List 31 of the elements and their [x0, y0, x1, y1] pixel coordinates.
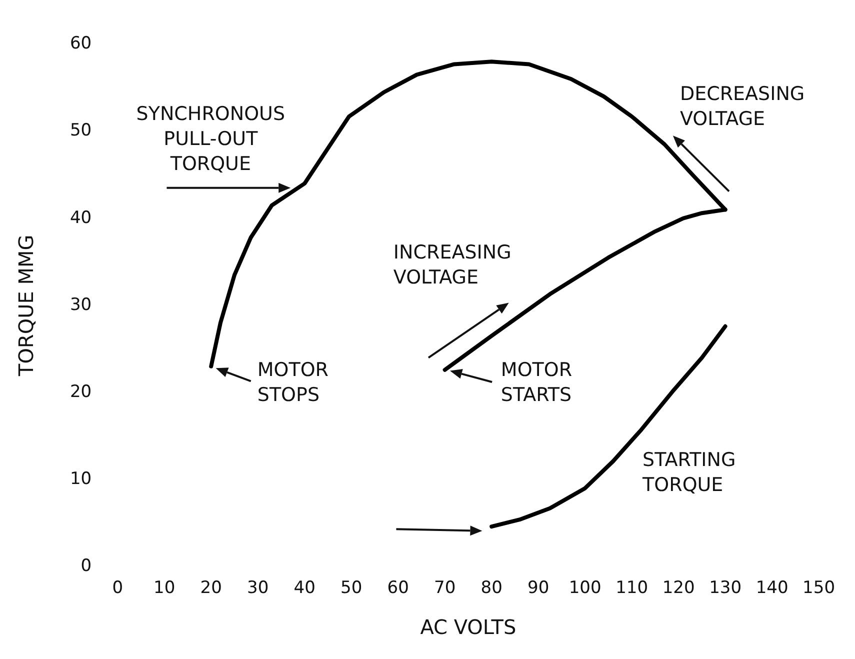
x-tick-label: 110	[616, 578, 648, 598]
x-tick-label: 100	[568, 578, 602, 598]
annotation: DECREASING VOLTAGE	[680, 83, 805, 130]
y-tick-label: 40	[70, 208, 92, 228]
x-tick-label: 10	[154, 578, 176, 598]
x-tick-label: 40	[294, 578, 316, 598]
y-tick-label: 20	[70, 382, 92, 402]
y-tick-label: 30	[70, 294, 92, 315]
x-tick-label: 120	[662, 578, 695, 598]
y-tick-label: 60	[70, 34, 92, 54]
y-axis-title: TORQUE MMG	[14, 234, 38, 378]
x-tick-label: 90	[528, 578, 550, 598]
x-tick-label: 30	[247, 578, 269, 598]
x-tick-label: 0	[112, 578, 124, 598]
y-tick-label: 0	[80, 556, 92, 576]
x-tick-label: 140	[756, 578, 788, 598]
y-tick-label: 50	[70, 120, 92, 141]
x-tick-label: 150	[802, 578, 836, 598]
x-tick-label: 20	[200, 578, 222, 598]
annotation: INCREASING VOLTAGE	[393, 242, 512, 289]
x-tick-label: 70	[434, 578, 456, 598]
x-tick-label: 130	[709, 578, 742, 598]
y-tick-label: 10	[70, 468, 92, 489]
x-axis-title: AC VOLTS	[420, 615, 516, 640]
annotation: SYNCHRONOUS PULL-OUT TORQUE	[136, 102, 286, 175]
annotation: STARTING TORQUE	[642, 448, 736, 496]
x-tick-label: 80	[480, 578, 502, 598]
annotation: MOTOR STOPS	[257, 359, 329, 406]
annotation: MOTOR STARTS	[500, 359, 572, 406]
x-tick-label: 50	[340, 578, 362, 598]
x-tick-label: 60	[387, 578, 409, 598]
